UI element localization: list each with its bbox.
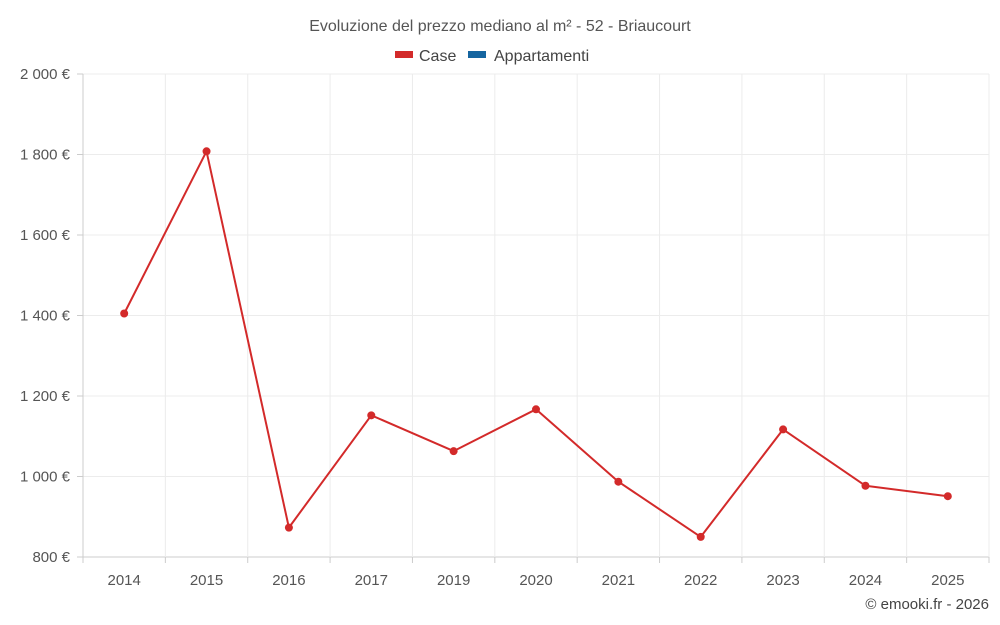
y-tick-label: 2 000 € (20, 66, 71, 83)
data-point-case[interactable] (367, 411, 376, 420)
data-point-case[interactable] (120, 309, 129, 318)
x-tick-label: 2014 (107, 572, 140, 589)
y-tick-label: 1 400 € (20, 308, 71, 325)
x-tick-label: 2023 (766, 572, 799, 589)
legend-item-appartamenti[interactable]: Appartamenti (468, 48, 589, 65)
x-tick-label: 2024 (849, 572, 882, 589)
y-axis: 800 € 1 000 € 1 200 € 1 400 € 1 600 € 1 800 €… (20, 66, 83, 566)
data-point-case[interactable] (861, 481, 870, 490)
series-case (120, 147, 952, 541)
x-tick-label: 2016 (272, 572, 305, 589)
legend: Case Appartamenti (395, 48, 589, 65)
legend-item-case[interactable]: Case (395, 48, 456, 65)
data-point-case[interactable] (779, 425, 788, 434)
y-tick-label: 1 600 € (20, 227, 71, 244)
y-tick-label: 1 000 € (20, 469, 71, 486)
y-tick-label: 800 € (32, 549, 70, 566)
data-point-case[interactable] (202, 147, 211, 156)
data-point-case[interactable] (614, 477, 623, 486)
x-tick-label: 2022 (684, 572, 717, 589)
y-tick-label: 1 200 € (20, 388, 71, 405)
data-point-case[interactable] (284, 523, 293, 532)
data-point-case[interactable] (943, 492, 952, 501)
x-tick-label: 2025 (931, 572, 964, 589)
legend-label-appartamenti: Appartamenti (494, 48, 589, 65)
data-point-case[interactable] (449, 447, 458, 456)
legend-swatch-case (395, 51, 413, 58)
legend-swatch-appartamenti (468, 51, 486, 58)
data-point-case[interactable] (696, 532, 705, 541)
x-tick-label: 2019 (437, 572, 470, 589)
x-axis: 2014 2015 2016 2017 2019 2020 2021 2022 2023 2024… (82, 557, 990, 589)
x-tick-label: 2015 (190, 572, 223, 589)
y-tick-label: 1 800 € (20, 147, 71, 164)
x-tick-label: 2020 (519, 572, 552, 589)
credit-text: © emooki.fr - 2026 (865, 596, 989, 613)
x-tick-label: 2017 (355, 572, 388, 589)
chart-title: Evoluzione del prezzo mediano al m² - 52… (309, 18, 691, 35)
x-tick-label: 2021 (602, 572, 635, 589)
grid (82, 73, 990, 558)
legend-label-case: Case (419, 48, 456, 65)
data-point-case[interactable] (532, 405, 540, 414)
